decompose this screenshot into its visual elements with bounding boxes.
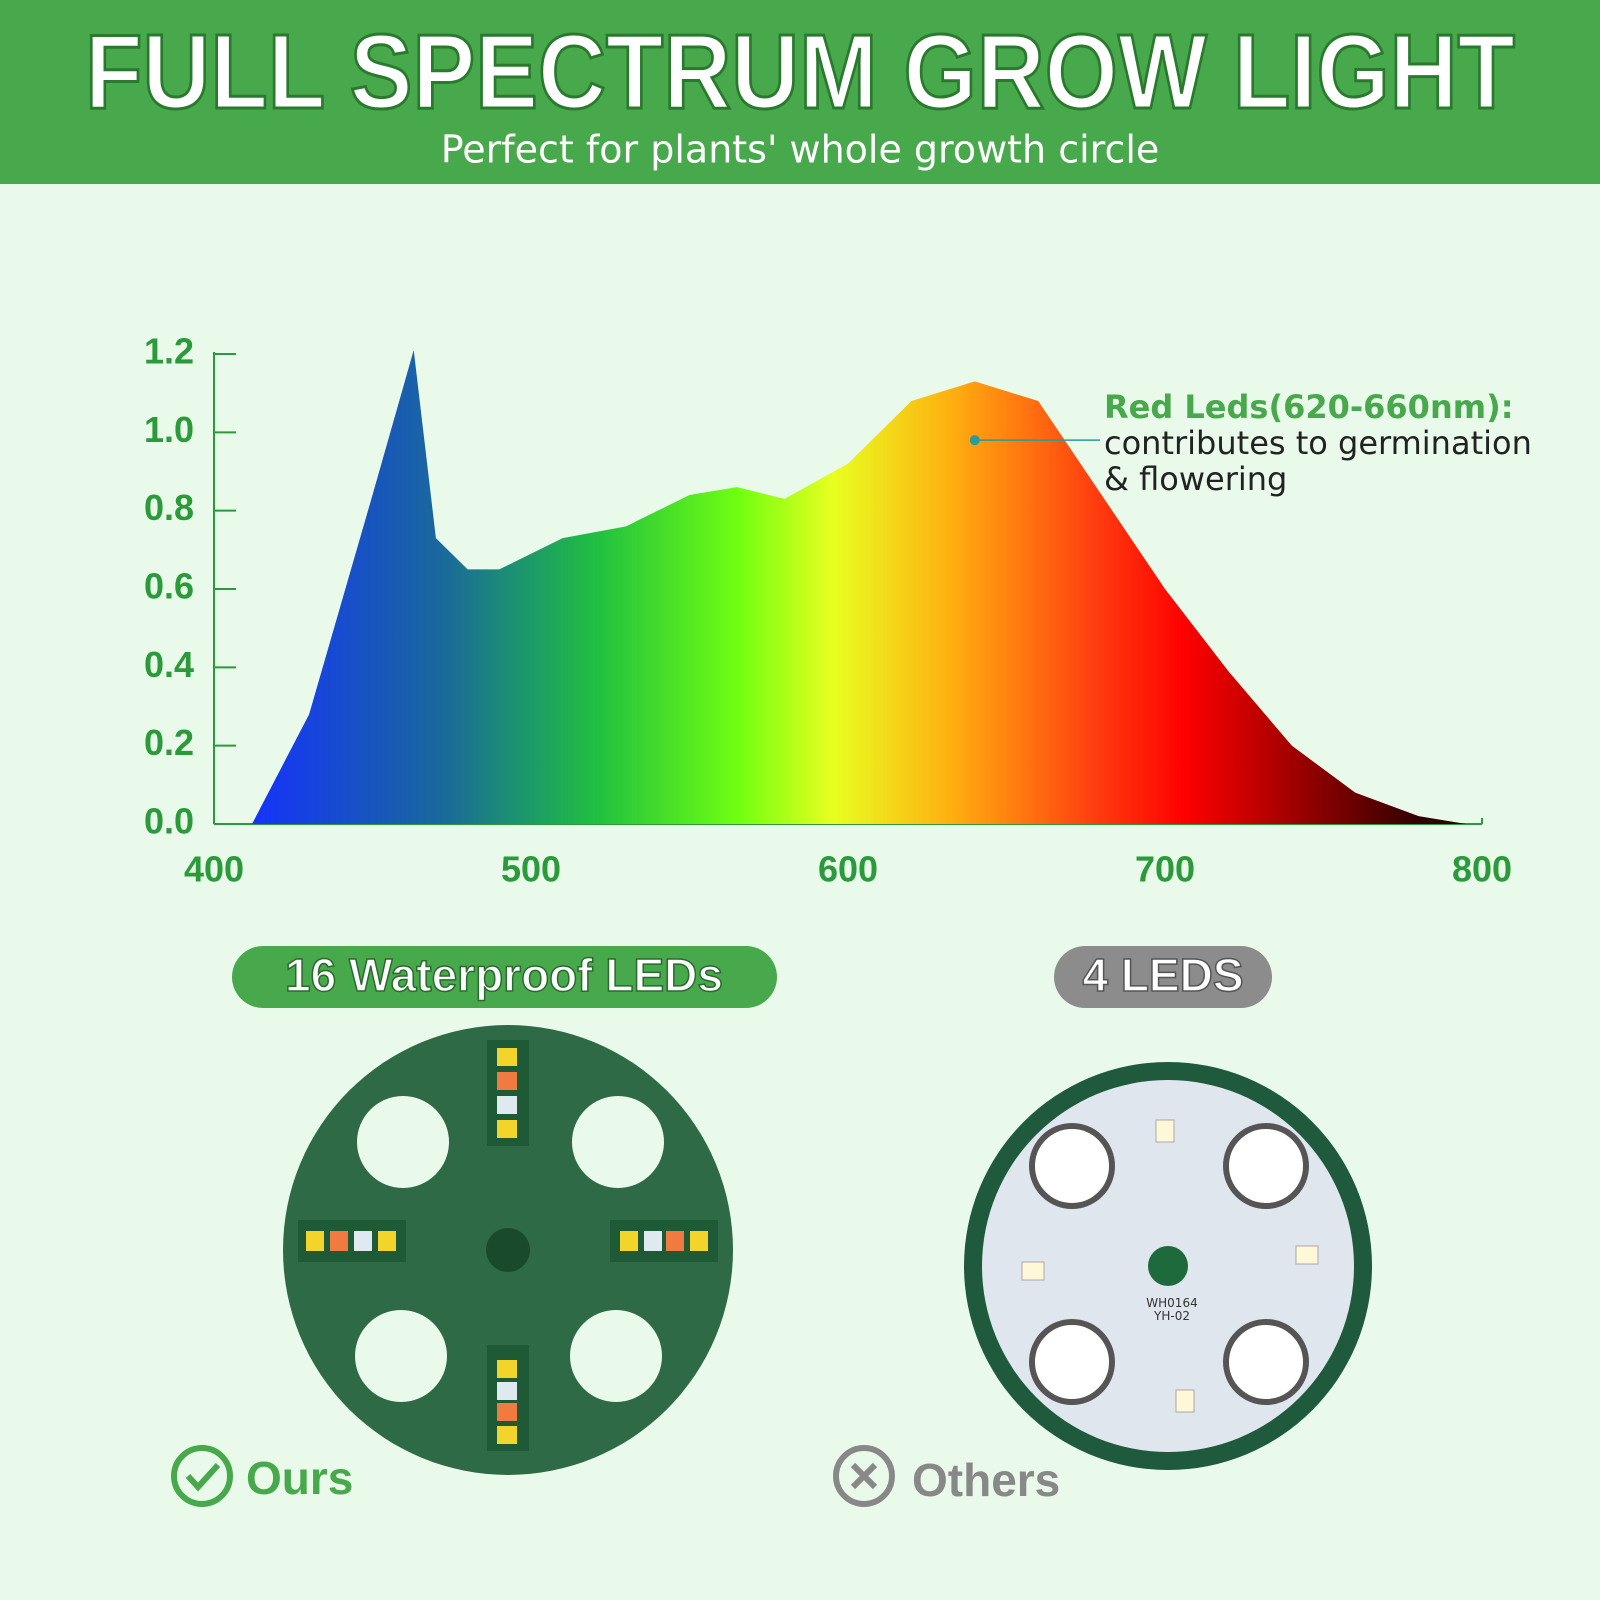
check-icon (171, 1445, 233, 1507)
others-label: Others (912, 1454, 1060, 1506)
y-tick-label: 0.8 (144, 487, 194, 528)
others-disc (964, 1062, 1372, 1470)
x-tick-label: 400 (184, 849, 244, 890)
badge (1054, 946, 1272, 1008)
y-tick-label: 0.6 (144, 566, 194, 607)
ours-disc (283, 1025, 733, 1475)
badge-text: 16 Waterproof LEDs (285, 949, 723, 1001)
header-band (0, 0, 1600, 184)
pcb-text: WH0164 (1146, 1296, 1197, 1310)
badge (232, 946, 777, 1008)
pcb-text: YH-02 (1153, 1309, 1190, 1323)
x-mark (850, 1462, 878, 1490)
y-tick-label: 1.2 (144, 331, 194, 372)
subtitle: Perfect for plants' whole growth circle (441, 128, 1160, 172)
x-tick-label: 800 (1452, 849, 1512, 890)
annotation-text: contributes to germination (1104, 424, 1532, 462)
x-tick-label: 700 (1135, 849, 1195, 890)
x-icon (833, 1445, 895, 1507)
badge-text: 4 LEDS (1082, 949, 1243, 1001)
y-tick-label: 1.0 (144, 409, 194, 450)
x-tick-label: 500 (501, 849, 561, 890)
annotation-title: Red Leds(620-660nm): (1104, 388, 1513, 426)
x-tick-label: 600 (818, 849, 878, 890)
y-tick-label: 0.2 (144, 722, 194, 763)
y-tick-label: 0.0 (144, 801, 194, 842)
y-tick-label: 0.4 (144, 644, 194, 685)
spectrum-area (252, 350, 1467, 824)
check-mark (185, 1462, 221, 1492)
title: FULL SPECTRUM GROW LIGHT (85, 13, 1515, 131)
chart: 0.0 0.2 0.4 0.6 0.8 1.0 1.2 400 500 600 700 800 Red … (144, 331, 1532, 890)
annotation-text: & flowering (1104, 460, 1287, 498)
ours-label: Ours (246, 1452, 353, 1504)
